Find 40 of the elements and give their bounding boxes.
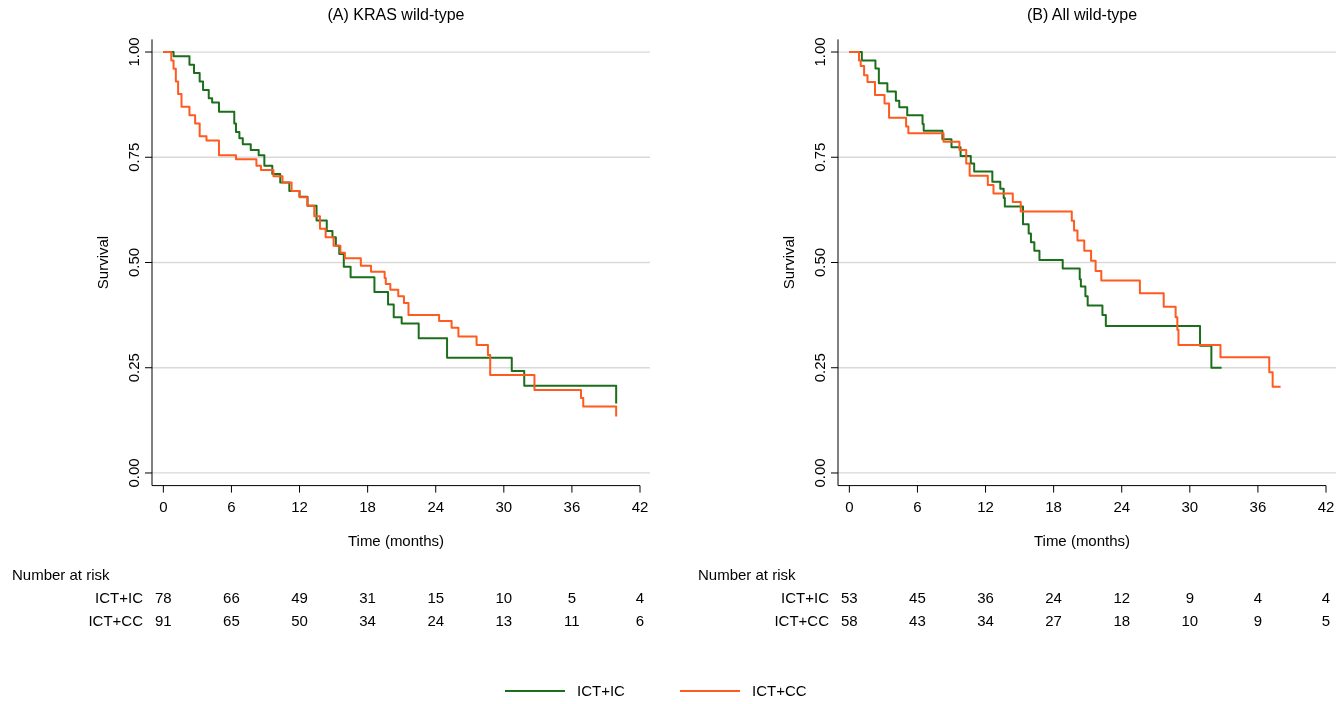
x-tick-label: 0 [159,497,168,515]
y-tick-label: 0.75 [811,142,828,172]
x-tick-label: 18 [1045,497,1062,515]
x-tick-label: 12 [291,497,308,515]
text: ICT+CC 91 65 50 34 24 13 11 6 [88,612,645,629]
legend-label: ICT+CC [752,682,807,699]
y-tick-label: 0.00 [125,458,142,488]
x-tick-label: 0 [845,497,854,515]
x-axis-title: Time (months) [1033,531,1131,549]
x-tick-label: 42 [631,497,649,515]
y-tick-label: 1.00 [811,37,828,67]
x-tick-label: 6 [913,497,922,515]
y-tick-label: 0.25 [811,353,828,383]
legend-label: ICT+IC [577,682,626,699]
x-tick-label: 30 [495,497,513,515]
x-tick-label: 12 [977,497,994,515]
y-tick-label: 1.00 [125,37,142,67]
text: Number at risk [12,566,111,583]
x-tick-label: 42 [1317,497,1335,515]
y-tick-label: 0.25 [125,353,142,383]
text: ICT+CC 58 43 34 27 18 10 9 5 [774,612,1331,629]
text: ICT+IC 53 45 36 24 12 9 4 4 [781,589,1331,606]
y-tick-label: 0.75 [125,142,142,172]
x-tick-label: 24 [1113,497,1131,515]
x-tick-label: 24 [427,497,445,515]
x-tick-label: 36 [1249,497,1267,515]
y-tick-label: 0.00 [811,458,828,488]
x-axis-title: Time (months) [347,531,445,549]
y-axis-title: Survival [780,235,797,290]
chart-title: (B) All wild-type [1026,6,1138,23]
x-tick-label: 30 [1181,497,1199,515]
chart-title: (A) KRAS wild-type [327,6,465,23]
text: Number at risk [698,566,797,583]
x-tick-label: 18 [359,497,376,515]
y-axis-title: Survival [94,235,111,290]
y-tick-label: 0.50 [125,247,142,278]
y-tick-label: 0.50 [811,247,828,278]
x-tick-label: 36 [563,497,581,515]
text: ICT+IC 78 66 49 31 15 10 5 4 [95,589,645,606]
x-tick-label: 6 [227,497,236,515]
